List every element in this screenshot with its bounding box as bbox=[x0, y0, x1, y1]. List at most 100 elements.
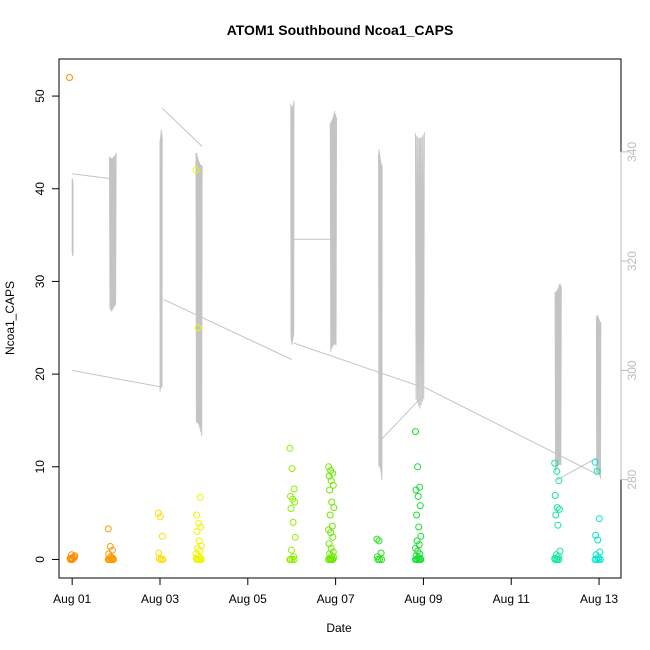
scatter-point bbox=[197, 523, 205, 531]
scatter-point bbox=[67, 556, 75, 563]
scatter-point bbox=[326, 486, 334, 494]
scatter-point bbox=[591, 458, 599, 466]
scatter-point bbox=[413, 537, 421, 545]
scatter-point bbox=[327, 556, 335, 563]
scatter-point bbox=[329, 481, 337, 489]
secondary-line-segment bbox=[163, 298, 292, 360]
scatter-point bbox=[108, 556, 116, 563]
secondary-line-segment bbox=[72, 369, 161, 388]
y-tick-label: 0 bbox=[33, 556, 47, 563]
secondary-line-burst bbox=[159, 130, 163, 392]
scatter-point bbox=[593, 467, 601, 475]
y-axis-left: 0 10 20 30 40 50 bbox=[33, 89, 60, 563]
scatter-series bbox=[66, 74, 604, 563]
scatter-point bbox=[414, 463, 422, 471]
y-tick-label: 20 bbox=[33, 367, 47, 381]
y-axis-label: Ncoa1_CAPS bbox=[3, 281, 17, 355]
y-tick-label: 30 bbox=[33, 274, 47, 288]
scatter-point bbox=[374, 556, 382, 563]
scatter-point bbox=[415, 541, 423, 549]
secondary-line-segment bbox=[557, 457, 598, 481]
scatter-point bbox=[377, 549, 385, 557]
secondary-line-segment bbox=[293, 342, 422, 388]
scatter-point bbox=[287, 505, 295, 512]
scatter-point bbox=[417, 532, 425, 540]
scatter-point bbox=[328, 522, 336, 530]
scatter-point bbox=[104, 525, 112, 533]
secondary-line-burst bbox=[109, 152, 117, 312]
scatter-point bbox=[157, 556, 165, 563]
scatter-point bbox=[553, 556, 561, 563]
x-axis: Aug 01 Aug 03 Aug 05 Aug 07 Aug 09 Aug 11 Aug … bbox=[53, 577, 618, 606]
secondary-line-series bbox=[71, 100, 602, 481]
scatter-point bbox=[554, 521, 562, 529]
scatter-point bbox=[551, 492, 559, 499]
x-tick-label: Aug 05 bbox=[229, 592, 267, 606]
scatter-point bbox=[551, 459, 559, 467]
scatter-point bbox=[194, 556, 202, 563]
scatter-point bbox=[291, 533, 299, 541]
chart-title: ATOM1 Southbound Ncoa1_CAPS bbox=[227, 22, 454, 38]
x-tick-label: Aug 03 bbox=[141, 592, 179, 606]
y-tick-label: 50 bbox=[33, 89, 47, 103]
scatter-point bbox=[106, 543, 114, 550]
scatter-point bbox=[291, 498, 299, 506]
scatter-point bbox=[552, 511, 560, 519]
y2-tick-label: 320 bbox=[625, 251, 639, 271]
scatter-point bbox=[415, 556, 423, 563]
scatter-point bbox=[330, 504, 338, 512]
scatter-point bbox=[594, 536, 602, 544]
scatter-point bbox=[287, 556, 294, 563]
secondary-line-burst bbox=[554, 283, 562, 472]
scatter-point bbox=[553, 504, 561, 512]
secondary-line-segment bbox=[161, 107, 203, 147]
scatter-point bbox=[105, 556, 113, 563]
scatter-point bbox=[553, 467, 561, 475]
y-tick-label: 10 bbox=[33, 460, 47, 474]
scatter-point bbox=[556, 547, 564, 555]
secondary-line-segment bbox=[72, 173, 116, 180]
scatter-point bbox=[555, 477, 563, 485]
scatter-point bbox=[378, 556, 386, 563]
scatter-point bbox=[329, 533, 337, 541]
scatter-point bbox=[195, 519, 203, 527]
x-tick-label: Aug 13 bbox=[580, 592, 618, 606]
y2-tick-label: 340 bbox=[625, 142, 639, 162]
y-axis-right: 280 300 320 340 bbox=[620, 142, 639, 490]
secondary-line-burst bbox=[595, 314, 602, 479]
scatter-point bbox=[591, 556, 599, 563]
secondary-line-segment bbox=[423, 386, 598, 475]
scatter-point bbox=[595, 515, 603, 523]
secondary-line-burst bbox=[329, 110, 337, 352]
x-tick-label: Aug 01 bbox=[53, 592, 91, 606]
y-tick-label: 40 bbox=[33, 182, 47, 196]
scatter-point bbox=[196, 493, 204, 501]
scatter-point bbox=[193, 528, 201, 536]
scatter-point bbox=[555, 505, 563, 513]
secondary-line-burst bbox=[415, 132, 425, 409]
secondary-line-segment bbox=[379, 397, 422, 442]
scatter-point bbox=[375, 537, 383, 545]
scatter-point bbox=[414, 492, 422, 500]
scatter-point bbox=[106, 554, 114, 562]
scatter-point bbox=[197, 556, 205, 563]
scatter-point bbox=[192, 166, 200, 174]
scatter-point bbox=[415, 523, 423, 531]
scatter-point bbox=[288, 465, 296, 473]
secondary-line-burst bbox=[290, 100, 295, 345]
plot-frame bbox=[58, 58, 622, 579]
scatter-point bbox=[373, 535, 381, 543]
x-axis-label: Date bbox=[326, 621, 352, 635]
scatter-point bbox=[289, 518, 297, 526]
x-tick-label: Aug 07 bbox=[317, 592, 355, 606]
scatter-point bbox=[416, 502, 424, 510]
scatter-point bbox=[158, 532, 166, 540]
secondary-line-burst bbox=[195, 152, 203, 437]
scatter-point bbox=[412, 486, 420, 494]
scatter-point bbox=[154, 509, 162, 517]
scatter-point bbox=[193, 511, 200, 519]
secondary-line-burst bbox=[378, 148, 383, 481]
scatter-point bbox=[286, 444, 294, 452]
scatter-point bbox=[156, 513, 164, 521]
